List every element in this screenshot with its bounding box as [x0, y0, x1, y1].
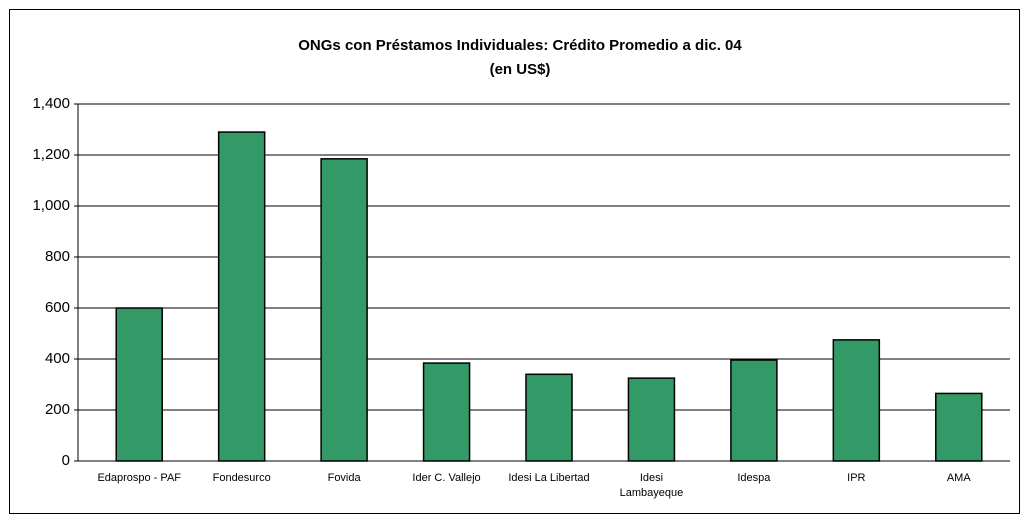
y-tick-label: 1,400 [32, 95, 70, 112]
x-tick-label: Ider C. Vallejo [412, 472, 481, 484]
bar [320, 158, 368, 462]
x-tick-label: Edaprospo - PAF [97, 472, 181, 484]
bar [115, 307, 163, 462]
y-tick-label: 0 [62, 452, 70, 469]
y-tick-label: 200 [45, 401, 70, 418]
bar [422, 362, 471, 462]
bar [627, 377, 676, 462]
bar [217, 131, 266, 462]
x-tick-label: Idespa [737, 472, 771, 484]
y-tick-label: 600 [45, 299, 70, 316]
bar [832, 339, 881, 462]
bar [525, 373, 573, 462]
x-tick-label: Idesi La Libertad [508, 472, 590, 484]
x-tick-label: AMA [946, 472, 971, 484]
y-tick-label: 800 [45, 248, 70, 265]
x-tick-label: IPR [847, 472, 866, 484]
x-tick-label: Fovida [327, 472, 361, 484]
bar [935, 392, 983, 462]
x-tick-label: Fondesurco [212, 472, 271, 484]
y-tick-label: 1,200 [32, 146, 70, 163]
x-tick-label: Idesi Lambayeque [619, 472, 684, 499]
bar [730, 359, 778, 462]
y-tick-label: 400 [45, 350, 70, 367]
y-tick-label: 1,000 [32, 197, 70, 214]
chart-subtitle: (en US$) [490, 61, 551, 78]
chart-title: ONGs con Préstamos Individuales: Crédito… [298, 37, 742, 54]
